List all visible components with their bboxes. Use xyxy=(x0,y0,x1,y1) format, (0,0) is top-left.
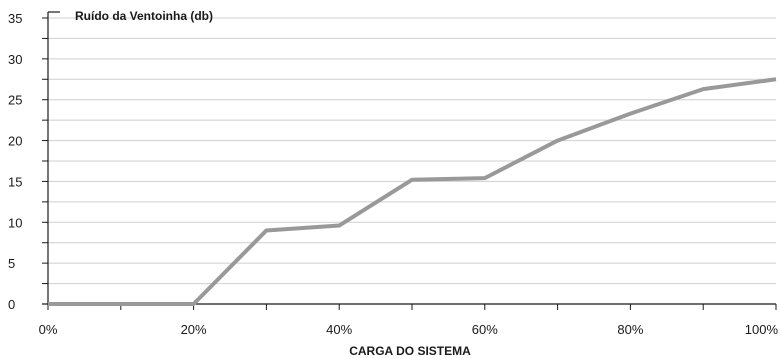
series-label: Ruído da Ventoinha (db) xyxy=(75,9,213,23)
y-tick-label: 5 xyxy=(8,256,15,271)
y-tick-label: 15 xyxy=(8,174,22,189)
y-tick-label: 10 xyxy=(8,215,22,230)
x-tick-label: 60% xyxy=(472,322,498,337)
y-tick-label: 20 xyxy=(8,134,22,149)
y-axis-ticks: 0 5 10 15 20 25 30 35 xyxy=(8,11,48,312)
x-tick-label: 0% xyxy=(39,322,58,337)
y-tick-label: 0 xyxy=(8,297,15,312)
gridlines xyxy=(48,17,776,285)
y-tick-label: 25 xyxy=(8,93,22,108)
series-line xyxy=(48,77,777,306)
x-tick-label: 80% xyxy=(617,322,643,337)
y-tick-label: 35 xyxy=(8,11,22,26)
x-tick-label: 100% xyxy=(745,322,779,337)
y-tick-label: 30 xyxy=(8,52,22,67)
axes xyxy=(42,11,776,305)
series-lines xyxy=(48,77,777,306)
x-tick-label: 20% xyxy=(181,322,207,337)
x-axis-ticks: 0% 20% 40% 60% 80% 100% xyxy=(39,304,779,337)
x-axis-title: CARGA DO SISTEMA xyxy=(349,344,471,358)
x-tick-label: 40% xyxy=(326,322,352,337)
